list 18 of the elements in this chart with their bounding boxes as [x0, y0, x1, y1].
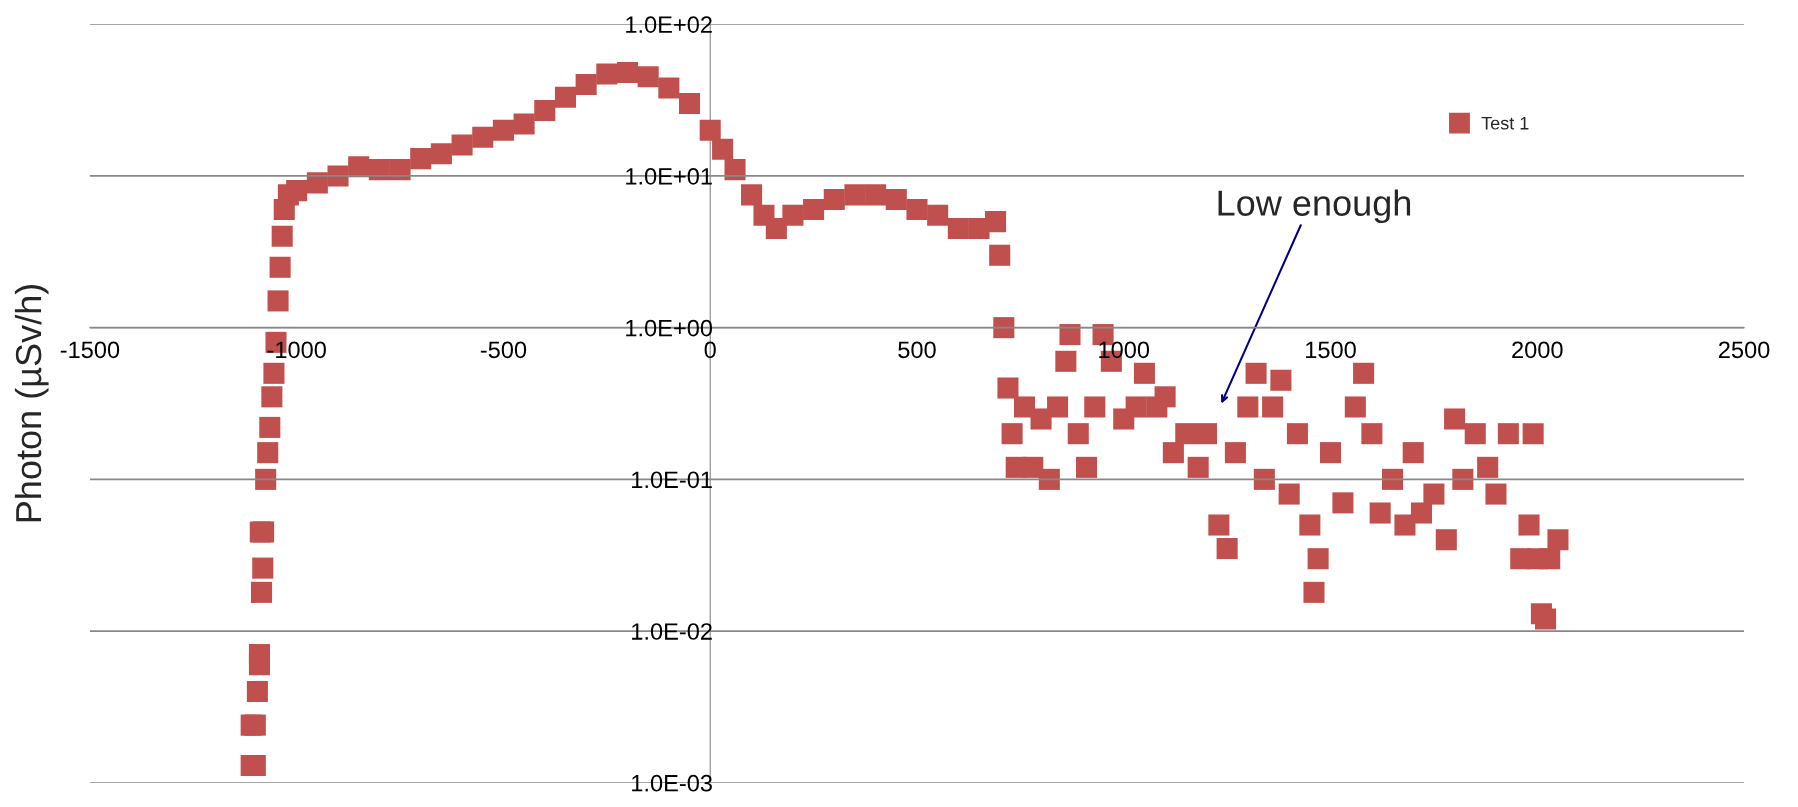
annotation: Low enough — [1218, 189, 1411, 224]
y-tick-label: 1.0E+02 — [626, 16, 712, 33]
x-tick-label: 500 — [898, 341, 936, 359]
x-tick-label: 2000 — [1512, 341, 1563, 359]
x-tick-label: -500 — [480, 341, 527, 359]
y-axis-title: Photon (µSv/h) — [14, 284, 49, 522]
x-tick-label: 1500 — [1306, 341, 1356, 359]
x-tick-label: -1500 — [60, 341, 120, 359]
x-tick-label: -1000 — [267, 341, 326, 359]
x-tick-label: 2500 — [1718, 341, 1770, 359]
y-tick-label: 1.0E+01 — [626, 167, 712, 185]
x-tick-label: 0 — [704, 341, 716, 359]
x-tick-label: 1000 — [1099, 341, 1150, 359]
y-tick-label: 1.0E-02 — [632, 623, 712, 640]
legend-label: Test 1 — [1481, 116, 1529, 130]
y-tick-label: 1.0E+00 — [626, 319, 713, 337]
y-tick-label: 1.0E-01 — [632, 471, 712, 489]
y-tick-label: 1.0E-03 — [632, 774, 712, 792]
